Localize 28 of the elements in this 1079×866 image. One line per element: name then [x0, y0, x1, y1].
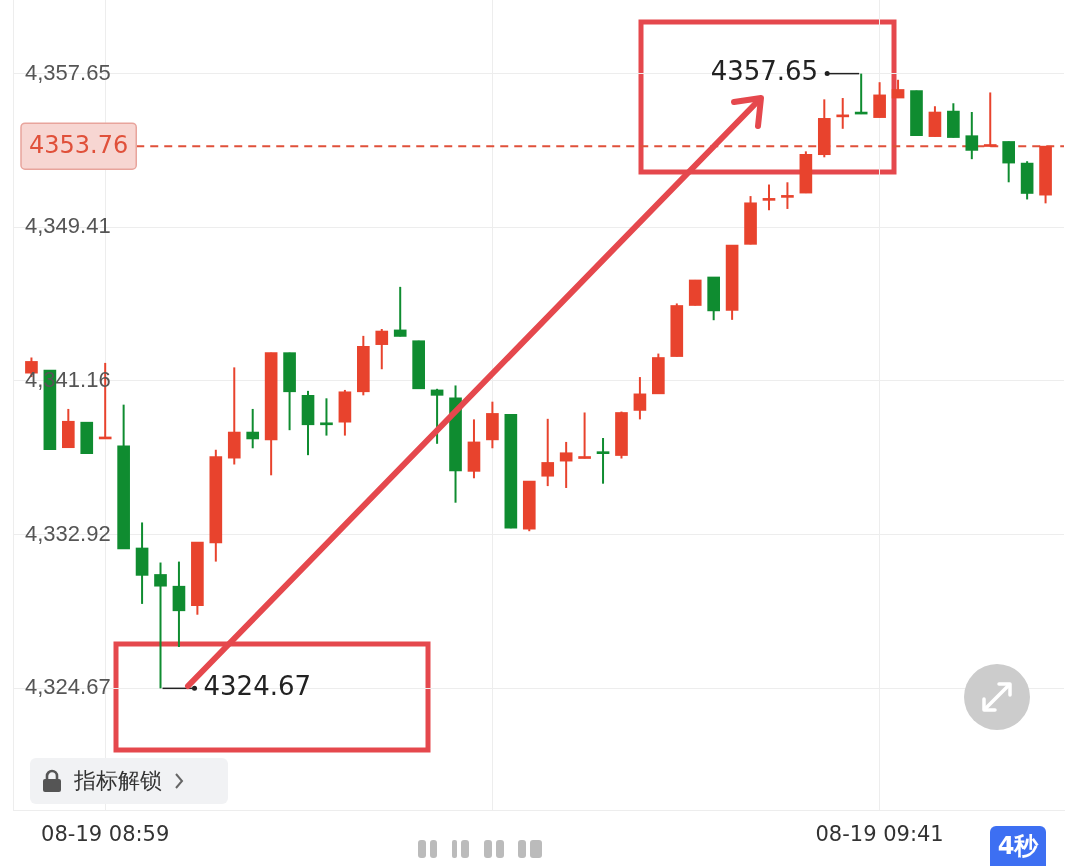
annotation: 4357.65 — [710, 56, 819, 87]
candlestick — [430, 387, 444, 445]
candlestick — [781, 181, 794, 210]
candlestick — [578, 411, 591, 460]
x-tick-label: 08-19 09:41 — [815, 821, 944, 846]
y-tick-label: 4,349.41 — [25, 213, 111, 239]
annotation: 4324.67 — [203, 671, 312, 702]
candlestick — [633, 376, 647, 421]
candlestick — [965, 111, 979, 161]
candlestick — [1002, 140, 1016, 184]
candlestick — [541, 417, 555, 488]
annotation: 指标解锁 — [74, 767, 162, 795]
candlestick — [320, 397, 333, 437]
candlestick — [762, 183, 776, 212]
y-tick-label: 4,324.67 — [25, 674, 111, 700]
candlestick — [983, 91, 997, 148]
y-tick-label: 4,357.65 — [25, 59, 111, 85]
candlestick — [559, 440, 573, 489]
y-tick-label: 4,332.92 — [25, 520, 111, 546]
candlestick — [154, 561, 167, 690]
candlestick — [246, 407, 260, 450]
candlestick — [596, 437, 610, 485]
candlestick — [375, 327, 389, 371]
ref-line-label: 4353.76 — [29, 131, 129, 160]
candlestick — [873, 81, 886, 119]
text: 4秒 — [997, 831, 1039, 862]
candlestick — [393, 285, 407, 338]
x-tick-label: 08-19 08:59 — [41, 821, 170, 846]
